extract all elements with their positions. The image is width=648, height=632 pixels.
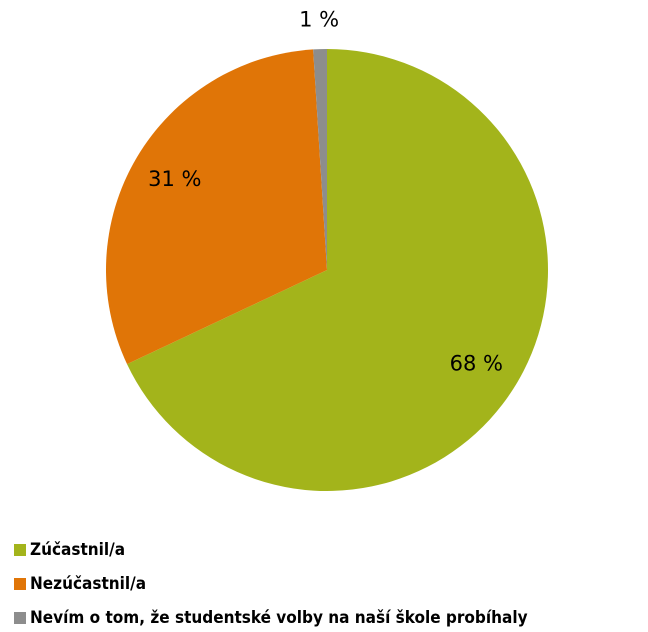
value-label: 31 %	[148, 167, 201, 191]
pie-slice	[313, 49, 327, 270]
legend-label: Nezúčastnil/a	[30, 574, 146, 594]
value-label: 1 %	[299, 7, 339, 31]
legend-swatch	[14, 544, 26, 556]
legend-label: Zúčastnil/a	[30, 540, 125, 560]
legend-label: Nevím o tom, že studentské volby na naší…	[30, 608, 528, 628]
value-label: 68 %	[450, 352, 503, 376]
pie-slice	[127, 49, 549, 492]
legend-swatch	[14, 612, 26, 624]
pie-slice	[105, 49, 328, 365]
legend-swatch	[14, 578, 26, 590]
